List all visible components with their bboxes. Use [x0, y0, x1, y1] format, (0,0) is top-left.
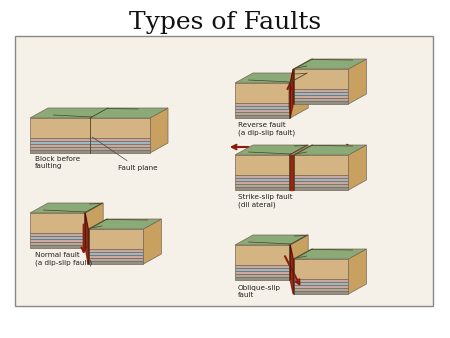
Polygon shape: [88, 261, 144, 264]
Polygon shape: [235, 268, 290, 271]
Polygon shape: [348, 59, 366, 104]
Polygon shape: [30, 144, 150, 147]
Polygon shape: [235, 181, 290, 184]
Polygon shape: [235, 178, 290, 181]
Polygon shape: [235, 109, 290, 112]
Polygon shape: [290, 73, 308, 118]
Polygon shape: [235, 106, 290, 109]
Polygon shape: [235, 112, 290, 115]
Polygon shape: [88, 249, 144, 252]
Polygon shape: [348, 249, 366, 294]
Polygon shape: [235, 184, 290, 187]
Text: Block before
faulting: Block before faulting: [35, 156, 80, 169]
Polygon shape: [293, 69, 348, 89]
Polygon shape: [235, 103, 290, 106]
Polygon shape: [30, 242, 85, 244]
Polygon shape: [235, 235, 308, 245]
Polygon shape: [30, 239, 85, 242]
Polygon shape: [290, 145, 308, 190]
Polygon shape: [88, 258, 144, 261]
Polygon shape: [293, 178, 348, 181]
Polygon shape: [290, 69, 293, 118]
Polygon shape: [293, 290, 348, 294]
Text: Oblique-slip
fault: Oblique-slip fault: [238, 285, 281, 298]
Polygon shape: [293, 187, 348, 190]
Polygon shape: [348, 145, 366, 190]
Text: Fault plane: Fault plane: [92, 137, 158, 171]
Polygon shape: [235, 265, 290, 268]
Polygon shape: [88, 252, 144, 255]
Text: Reverse fault
(a dip-slip fault): Reverse fault (a dip-slip fault): [238, 122, 295, 136]
Polygon shape: [293, 155, 348, 175]
Polygon shape: [293, 98, 348, 100]
Polygon shape: [235, 155, 290, 175]
Polygon shape: [30, 236, 85, 239]
Polygon shape: [30, 244, 85, 248]
Polygon shape: [293, 181, 348, 184]
Polygon shape: [235, 73, 308, 83]
Polygon shape: [293, 282, 348, 285]
Polygon shape: [290, 235, 308, 280]
Polygon shape: [235, 271, 290, 274]
Polygon shape: [290, 155, 293, 190]
Text: Normal fault
(a dip-slip fault): Normal fault (a dip-slip fault): [35, 252, 92, 266]
Polygon shape: [235, 276, 290, 280]
Polygon shape: [235, 83, 290, 103]
Polygon shape: [293, 100, 348, 104]
Polygon shape: [293, 259, 348, 279]
Polygon shape: [235, 145, 308, 155]
Polygon shape: [30, 118, 150, 138]
Polygon shape: [235, 115, 290, 118]
Polygon shape: [88, 255, 144, 258]
Polygon shape: [85, 203, 103, 248]
Polygon shape: [290, 245, 293, 294]
Polygon shape: [235, 175, 290, 178]
Polygon shape: [293, 59, 366, 69]
Polygon shape: [293, 89, 348, 92]
Polygon shape: [293, 285, 348, 288]
Polygon shape: [293, 288, 348, 290]
Polygon shape: [235, 245, 290, 265]
Polygon shape: [88, 219, 162, 229]
Bar: [15, 36, 433, 306]
Polygon shape: [144, 219, 162, 264]
Polygon shape: [293, 145, 366, 155]
Polygon shape: [293, 92, 348, 95]
Polygon shape: [293, 175, 348, 178]
Polygon shape: [293, 95, 348, 98]
Polygon shape: [235, 274, 290, 276]
Polygon shape: [30, 147, 150, 149]
Polygon shape: [235, 187, 290, 190]
Polygon shape: [293, 249, 366, 259]
Polygon shape: [30, 108, 168, 118]
Polygon shape: [85, 213, 88, 264]
Polygon shape: [30, 138, 150, 141]
Polygon shape: [30, 149, 150, 153]
Polygon shape: [293, 184, 348, 187]
Polygon shape: [30, 141, 150, 144]
Polygon shape: [30, 233, 85, 236]
Text: Strike-slip fault
(dil ateral): Strike-slip fault (dil ateral): [238, 194, 292, 208]
Text: Types of Faults: Types of Faults: [129, 11, 321, 34]
Polygon shape: [150, 108, 168, 153]
Polygon shape: [88, 229, 144, 249]
Polygon shape: [30, 213, 85, 233]
Polygon shape: [30, 203, 103, 213]
Polygon shape: [293, 279, 348, 282]
